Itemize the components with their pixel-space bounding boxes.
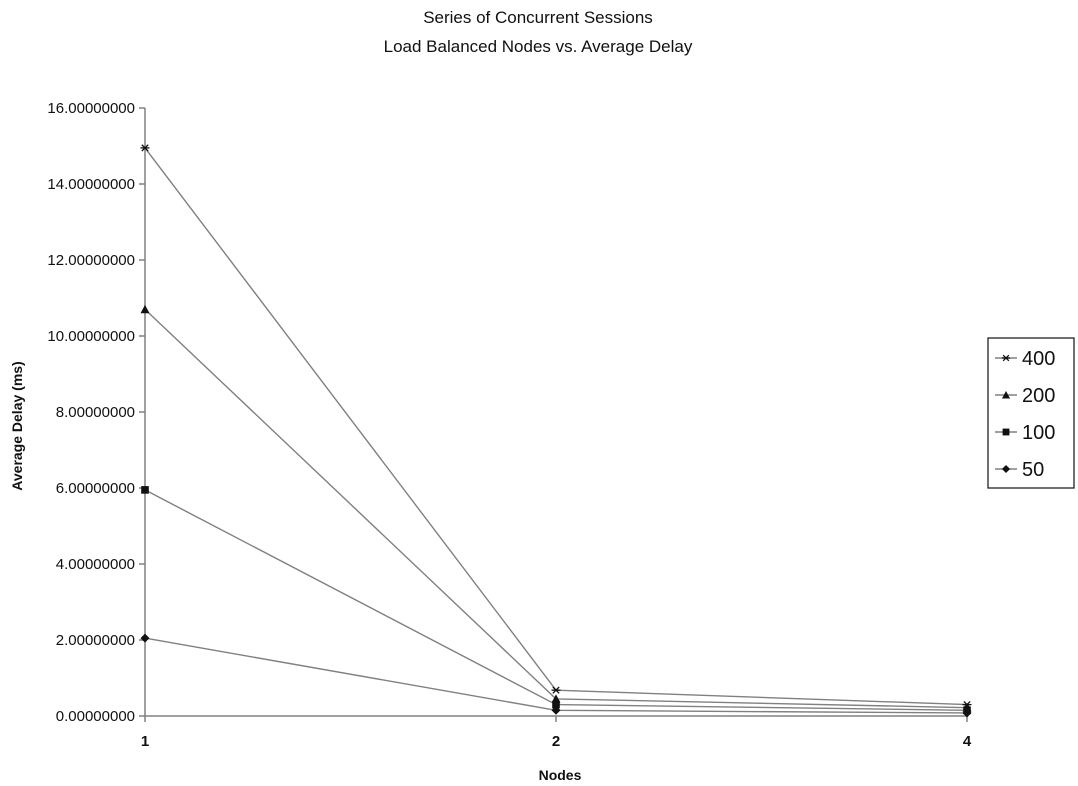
legend-marker	[1002, 428, 1010, 436]
data-point-200	[140, 304, 150, 314]
series-400	[140, 144, 972, 709]
y-tick-label: 16.00000000	[47, 100, 135, 117]
y-axis-label: Average Delay (ms)	[9, 361, 25, 490]
x-tick-label: 2	[552, 733, 560, 750]
data-point-50	[551, 705, 561, 715]
x-axis-label: Nodes	[539, 767, 582, 783]
data-point-50	[140, 633, 150, 643]
legend-label: 200	[1022, 385, 1055, 407]
data-point-200	[551, 694, 561, 703]
legend-item-400: 400	[995, 348, 1055, 370]
data-point-100	[552, 700, 560, 709]
plot-series	[140, 144, 972, 718]
y-tick-label: 6.00000000	[56, 480, 135, 497]
chart-title: Series of Concurrent Sessions	[423, 8, 653, 27]
series-line-200	[144, 308, 968, 709]
y-tick-label: 0.00000000	[56, 708, 135, 725]
y-tick-label: 4.00000000	[56, 556, 135, 573]
x-axis: 1 2 4	[141, 715, 972, 750]
legend-item-200: 200	[995, 385, 1055, 407]
legend-box	[987, 337, 1075, 489]
legend-marker	[1001, 390, 1011, 399]
data-point-50	[962, 708, 972, 718]
legend-label: 50	[1022, 459, 1044, 481]
legend-marker	[1001, 354, 1011, 362]
y-axis: 0.00000000 2.00000000 4.00000000 6.00000000…	[47, 100, 146, 725]
legend-marker	[1001, 464, 1011, 474]
data-point-100	[141, 486, 149, 494]
y-tick-label: 12.00000000	[47, 252, 135, 269]
legend-item-50: 50	[995, 459, 1044, 481]
legend-label: 400	[1022, 348, 1055, 370]
y-tick-label: 14.00000000	[47, 176, 135, 193]
legend-label: 100	[1022, 422, 1055, 444]
series-100	[141, 486, 971, 715]
legend: 400 200 100 50	[987, 337, 1075, 489]
legend-item-100: 100	[995, 422, 1055, 444]
data-point-400	[140, 144, 150, 152]
x-tick-label: 1	[141, 733, 149, 750]
x-tick-label: 4	[963, 733, 972, 750]
y-tick-label: 8.00000000	[56, 404, 135, 421]
data-point-400	[551, 686, 561, 694]
chart-subtitle: Load Balanced Nodes vs. Average Delay	[384, 37, 693, 56]
y-tick-label: 10.00000000	[47, 328, 135, 345]
series-200	[140, 304, 972, 712]
series-50	[140, 633, 972, 718]
series-line-100	[144, 489, 968, 711]
y-tick-label: 2.00000000	[56, 632, 135, 649]
